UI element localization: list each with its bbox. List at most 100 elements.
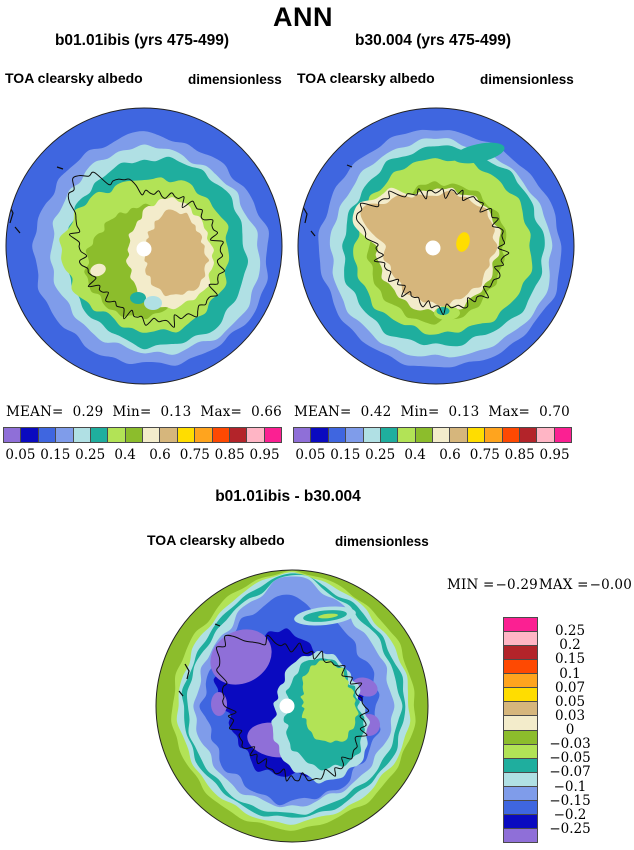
colorbar-cell (246, 427, 265, 443)
pole-hole (136, 241, 152, 257)
colorbar-cell (414, 427, 433, 443)
island-mark (346, 164, 353, 168)
colorbar-tick-label: 0.15 (40, 447, 71, 463)
colorbar-cell (194, 427, 213, 443)
map-right-polar-plot (297, 107, 575, 385)
map-right-svg (297, 107, 575, 385)
mean-label: MEAN= (294, 404, 352, 420)
colorbar-tick-label: 0.05 (295, 447, 326, 463)
min-label: MIN = (447, 577, 495, 593)
colorbar-tick-label: 0 (565, 722, 575, 738)
contour-band-tan (142, 209, 210, 297)
panel-diff-title: b01.01ibis - b30.004 (215, 488, 361, 505)
colorbar-tick-label: 0.05 (554, 693, 586, 710)
coastline-path (67, 171, 225, 328)
panel-left-title: b01.01ibis (yrs 475-499) (54, 32, 230, 49)
colorbar-tick-label: 0.6 (149, 447, 171, 463)
map-outline (5, 107, 283, 385)
colorbar-cell (503, 785, 538, 801)
contour-patch-yellow (456, 232, 470, 252)
colorbar-tick-label: 0.15 (554, 651, 586, 668)
colorbar-right-ticks: 0.05 0.15 0.25 0.4 0.6 0.75 0.85 0.95 (293, 447, 572, 463)
colorbar-left (3, 427, 282, 443)
min-value: −0.29 (495, 577, 538, 593)
colorbar-tick-label: 0.2 (559, 637, 581, 654)
colorbar-tick-label: −0.2 (553, 806, 587, 823)
max-value: −0.00 (589, 577, 632, 593)
island-mark (14, 226, 21, 234)
colorbar-cell (89, 427, 109, 443)
colorbar-cell (518, 427, 538, 443)
colorbar-tick-label: 0.95 (249, 447, 280, 463)
colorbar-cell (310, 427, 329, 443)
colorbar-cell (501, 427, 520, 443)
colorbar-cell (327, 427, 347, 443)
colorbar-right (293, 427, 572, 443)
contour-patch-teal (436, 307, 450, 315)
colorbar-diff (503, 617, 538, 843)
colorbar-cell (432, 427, 451, 443)
map-layers (298, 108, 574, 384)
colorbar-tick-label: 0.85 (214, 447, 245, 463)
stats-right: MEAN= 0.42 Min= 0.13 Max= 0.70 (294, 404, 570, 420)
max-label: Max= (200, 404, 243, 420)
colorbar-cell (263, 427, 282, 443)
colorbar-cell (553, 427, 572, 443)
max-value: 0.70 (539, 404, 570, 420)
colorbar-cell (503, 617, 538, 633)
colorbar-tick-label: 0.25 (75, 447, 106, 463)
colorbar-cell (142, 427, 161, 443)
colorbar-cell (176, 427, 196, 443)
colorbar-cell (3, 427, 22, 443)
island-mark (178, 690, 184, 697)
min-value: 0.13 (160, 404, 192, 420)
contour-patch-lightgreen (318, 613, 338, 619)
map-layers (6, 108, 282, 384)
map-left-polar-plot (5, 107, 283, 385)
island-mark (56, 166, 64, 170)
panel-right-units-label: dimensionless (480, 72, 574, 87)
colorbar-cell (503, 729, 538, 745)
colorbar-tick-label: −0.15 (549, 792, 591, 809)
colorbar-tick-label: −0.1 (553, 778, 587, 795)
colorbar-tick-label: −0.03 (549, 736, 591, 753)
map-diff-polar-plot (155, 569, 429, 843)
island-mark (302, 206, 308, 224)
colorbar-tick-label: 0.85 (504, 447, 535, 463)
colorbar-cell (503, 771, 538, 787)
island-mark (214, 623, 221, 627)
pole-hole (425, 240, 441, 256)
colorbar-cell (55, 427, 74, 443)
colorbar-cell (503, 827, 538, 843)
stats-left: MEAN= 0.29 Min= 0.13 Max= 0.66 (6, 404, 282, 420)
panel-right-field-label: TOA clearsky albedo (297, 70, 435, 86)
mean-label: MEAN= (6, 404, 64, 420)
max-value: 0.66 (251, 404, 282, 420)
colorbar-tick-label: −0.25 (549, 820, 591, 837)
colorbar-tick-label: 0.25 (365, 447, 396, 463)
colorbar-cell (503, 701, 538, 717)
colorbar-tick-label: 0.15 (330, 447, 361, 463)
contour-patch-purple (211, 692, 227, 716)
map-left-svg (5, 107, 283, 385)
colorbar-cell (379, 427, 399, 443)
colorbar-left-ticks: 0.05 0.15 0.25 0.4 0.6 0.75 0.85 0.95 (3, 447, 282, 463)
map-outline (297, 107, 575, 385)
colorbar-tick-label: 0.75 (469, 447, 500, 463)
colorbar-cell (503, 813, 538, 829)
contour-patch-cream (90, 263, 106, 277)
colorbar-tick-label: 0.07 (554, 679, 586, 696)
colorbar-cell (503, 715, 538, 731)
colorbar-cell (37, 427, 57, 443)
min-label: Min= (400, 404, 440, 420)
colorbar-cell (72, 427, 91, 443)
mean-value: 0.42 (360, 404, 392, 420)
colorbar-cell (466, 427, 486, 443)
colorbar-cell (503, 645, 538, 661)
colorbar-cell (503, 799, 538, 815)
colorbar-tick-label: 0.4 (404, 447, 426, 463)
panel-right-title: b30.004 (yrs 475-499) (355, 32, 511, 49)
colorbar-tick-label: 0.6 (439, 447, 461, 463)
colorbar-cell (107, 427, 126, 443)
